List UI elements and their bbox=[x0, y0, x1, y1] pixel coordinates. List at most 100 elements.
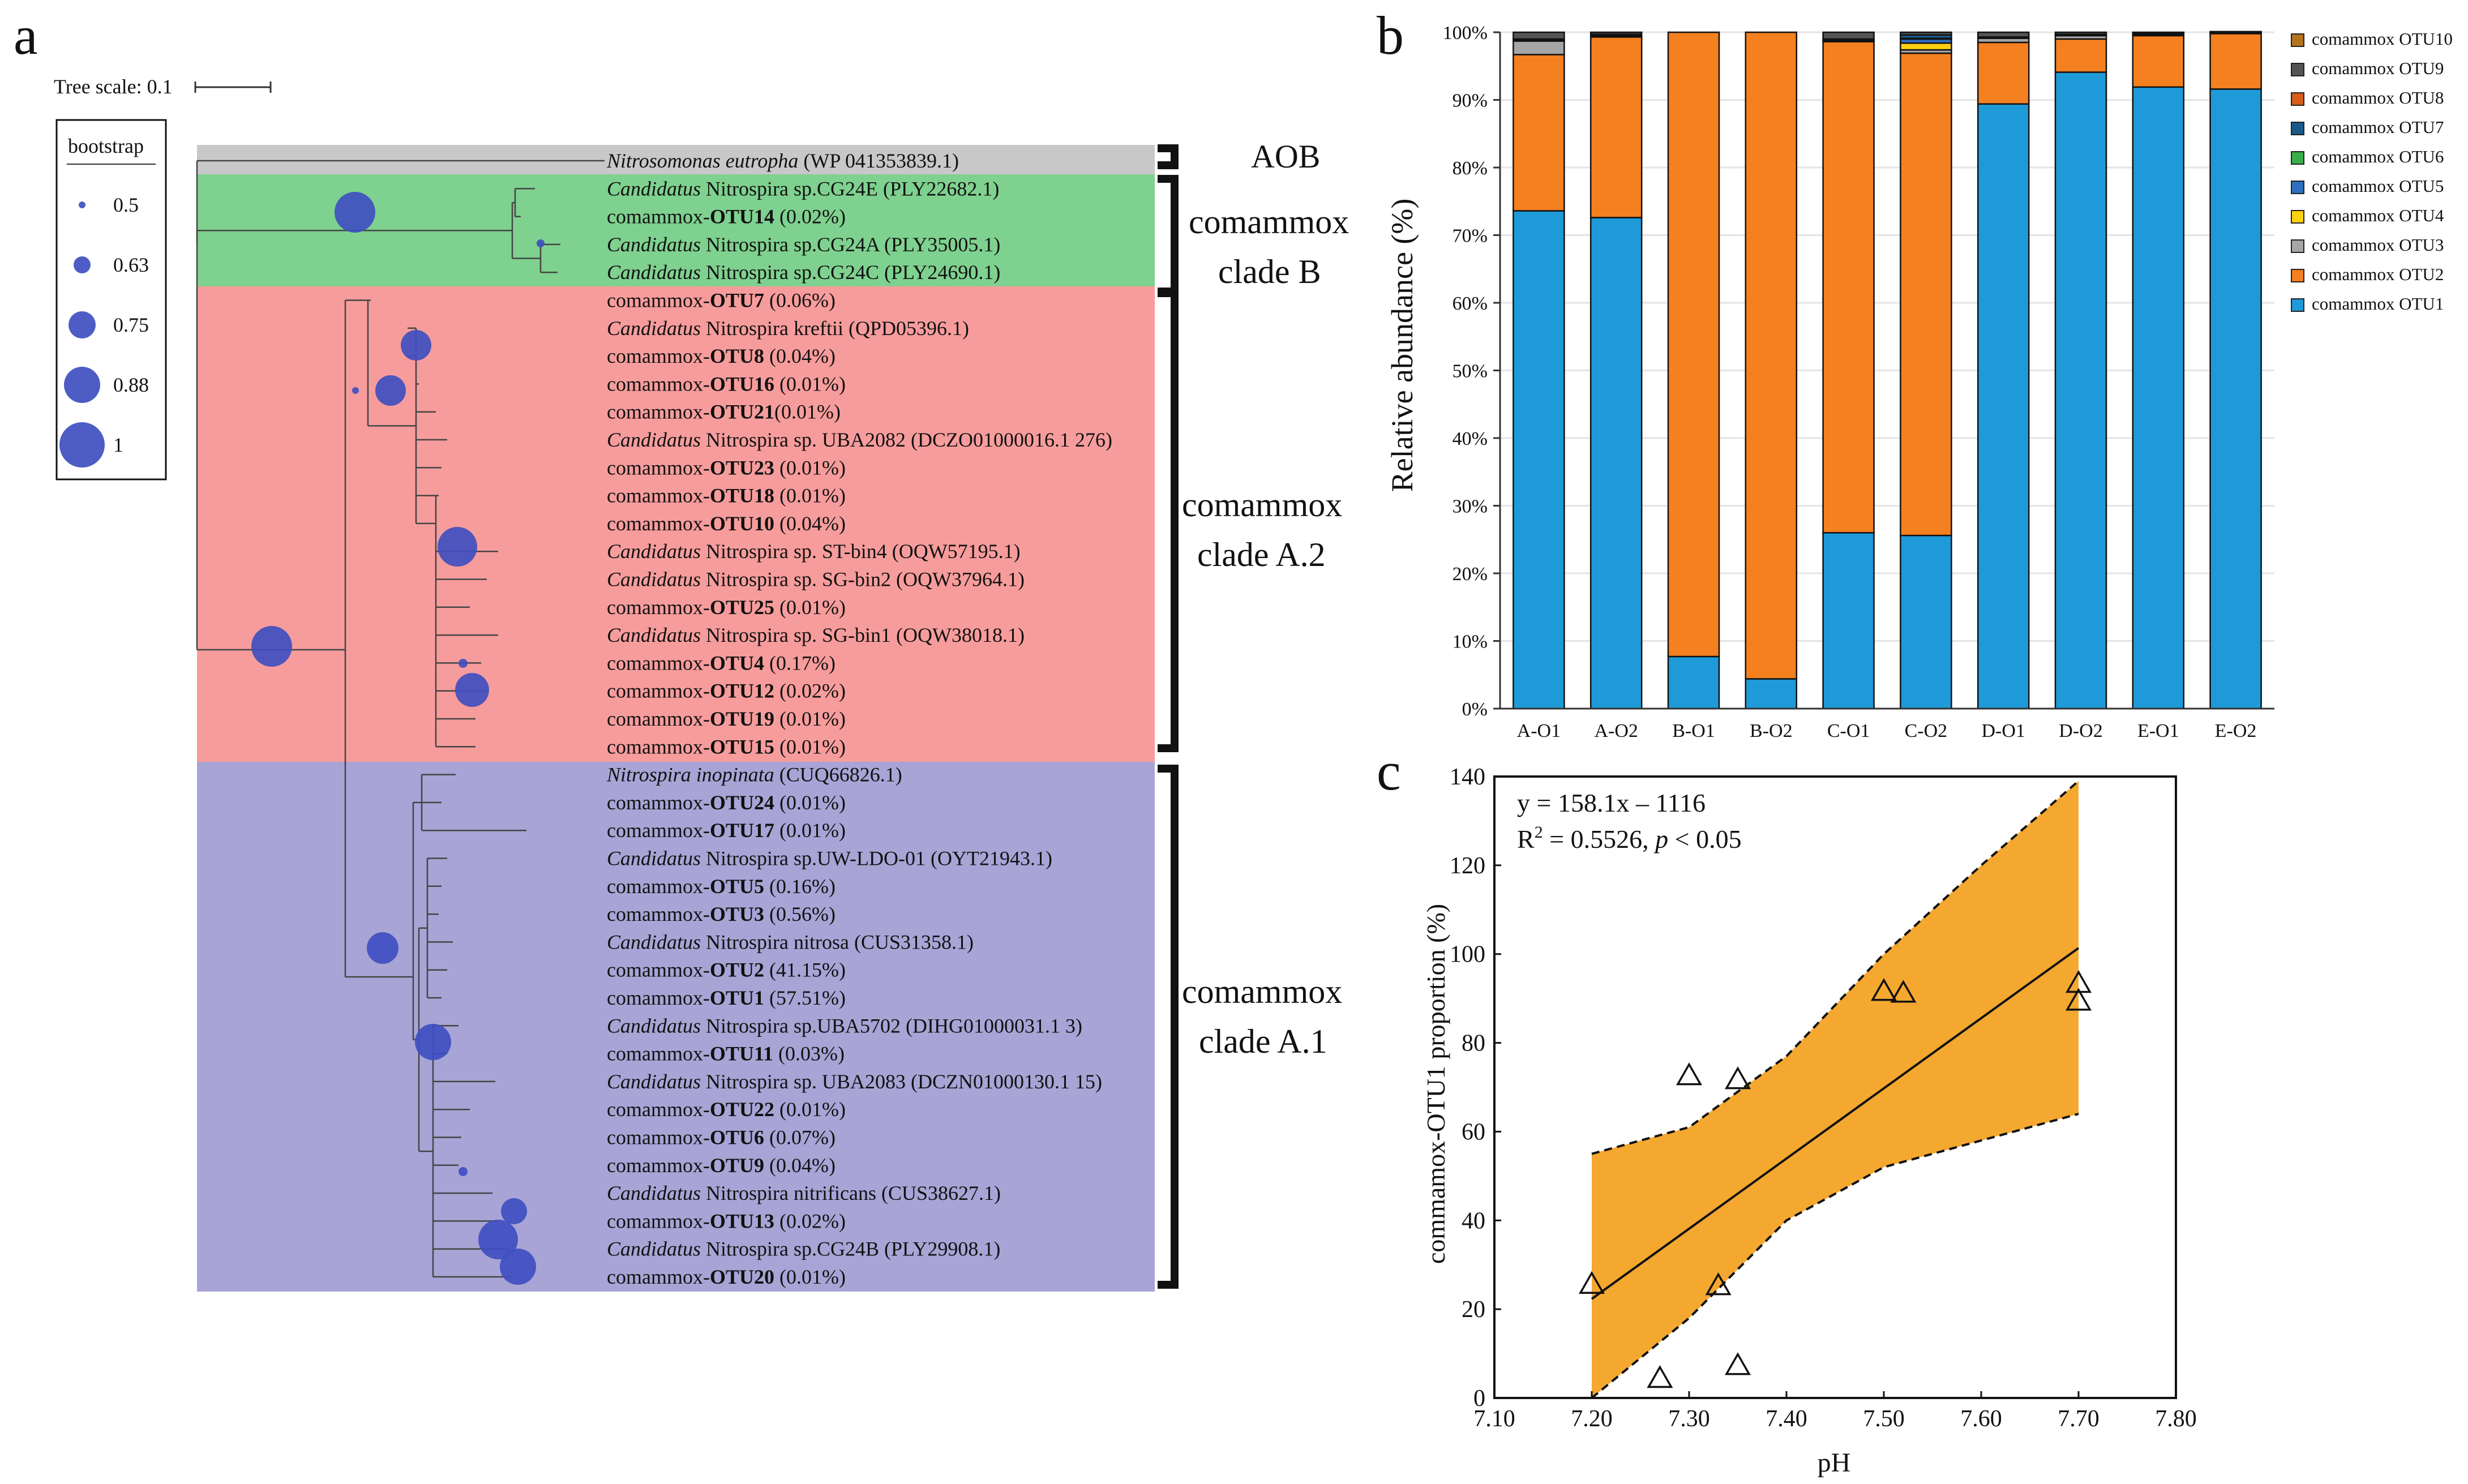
bootstrap-legend-value: 1 bbox=[113, 434, 123, 456]
scatter-point bbox=[1705, 1272, 1732, 1296]
bar-chart-bars bbox=[1512, 31, 2262, 710]
bar-segment bbox=[1512, 31, 1565, 40]
bar-segment bbox=[1667, 31, 1720, 658]
bootstrap-legend-value: 0.5 bbox=[113, 194, 139, 216]
panel-label-a: a bbox=[14, 5, 38, 66]
bootstrap-node bbox=[251, 626, 292, 667]
clade-a1-label-2: clade A.1 bbox=[1199, 1023, 1327, 1060]
bootstrap-legend-circle bbox=[59, 422, 105, 467]
bootstrap-legend-value: 0.63 bbox=[113, 254, 149, 276]
clade-a2-label-2: clade A.2 bbox=[1197, 536, 1326, 573]
bar-segment bbox=[2209, 88, 2262, 710]
bar-segment bbox=[2132, 35, 2185, 88]
tree-tip-label: Candidatus Nitrospira sp. UBA2083 (DCZN0… bbox=[607, 1070, 1102, 1093]
scatter-ytick-label: 60 bbox=[1462, 1119, 1485, 1145]
bar-chart-ytick-label: 50% bbox=[1452, 361, 1488, 382]
bar-segment bbox=[1900, 534, 1952, 710]
bootstrap-legend-title: bootstrap bbox=[68, 135, 144, 157]
bootstrap-legend-items: 0.5 0.63 0.75 0.88 1 bbox=[59, 194, 149, 467]
bootstrap-node bbox=[352, 387, 359, 394]
bar-chart-legend-swatch bbox=[2291, 181, 2304, 194]
tree-tip-label: comammox-OTU19 (0.01%) bbox=[607, 707, 846, 730]
tree-tip-label: comammox-OTU18 (0.01%) bbox=[607, 484, 846, 507]
scatter-point bbox=[1578, 1271, 1605, 1294]
bootstrap-legend-circle bbox=[74, 256, 91, 273]
bar-segment bbox=[1745, 31, 1798, 680]
tree-tip-label: comammox-OTU21(0.01%) bbox=[607, 401, 841, 423]
bar-segment bbox=[2054, 31, 2107, 35]
bootstrap-node bbox=[367, 932, 399, 964]
bar-chart-xtick-label: A-O1 bbox=[1517, 720, 1561, 741]
scatter-point bbox=[1647, 1365, 1673, 1388]
clade-a2-band bbox=[197, 286, 1155, 762]
bar-chart-ytick-label: 90% bbox=[1452, 91, 1488, 111]
bar-chart-xtick-label: B-O2 bbox=[1750, 720, 1793, 741]
bootstrap-node bbox=[375, 375, 406, 406]
bar-chart-legend: comammox OTU10 comammox OTU9 comammox OTU8… bbox=[2291, 29, 2453, 314]
bar-chart-ytick-label: 100% bbox=[1443, 23, 1488, 44]
clade-a1-bracket bbox=[1158, 765, 1179, 1289]
tree-tip-label: Candidatus Nitrospira sp. UBA2082 (DCZO0… bbox=[607, 428, 1112, 451]
bar-segment bbox=[1745, 678, 1798, 710]
bar-chart-legend-label: comammox OTU6 bbox=[2312, 147, 2444, 166]
bar-chart-legend-label: comammox OTU10 bbox=[2312, 29, 2453, 49]
bar-segment bbox=[1977, 41, 2030, 105]
bar-segment bbox=[1900, 42, 1952, 51]
tree-tip-label: comammox-OTU7 (0.06%) bbox=[607, 289, 835, 312]
bar-chart-xtick-label: C-O1 bbox=[1827, 720, 1870, 741]
regression-equation: y = 158.1x – 1116 bbox=[1517, 788, 1706, 817]
tree-tip-label: comammox-OTU24 (0.01%) bbox=[607, 791, 846, 814]
bootstrap-node bbox=[537, 239, 545, 247]
tree-tip-label: Candidatus Nitrospira sp. ST-bin4 (OQW57… bbox=[607, 540, 1021, 563]
scatter-ytick-label: 80 bbox=[1462, 1031, 1485, 1057]
aob-band bbox=[197, 145, 1155, 174]
scatter-xtick-label: 7.70 bbox=[2058, 1406, 2099, 1432]
bar-chart-legend-swatch bbox=[2291, 269, 2304, 282]
bar-segment bbox=[1822, 31, 1875, 40]
bar-chart-legend-label: comammox OTU1 bbox=[2312, 294, 2444, 314]
tree-tip-label: comammox-OTU17 (0.01%) bbox=[607, 819, 846, 842]
tree-tip-label: comammox-OTU6 (0.07%) bbox=[607, 1126, 835, 1149]
tree-tip-label: Candidatus Nitrospira nitrificans (CUS38… bbox=[607, 1182, 1001, 1204]
tree-tip-label: comammox-OTU1 (57.51%) bbox=[607, 987, 846, 1009]
bar-chart-axes: 0% 10% 20% 30% 40% 50% 60% 70% 80% 90% 100% A-O1 A-O… bbox=[1443, 23, 2274, 741]
bootstrap-node bbox=[500, 1249, 536, 1285]
bar-chart-legend-label: comammox OTU7 bbox=[2312, 117, 2444, 137]
tree-tip-label: comammox-OTU25 (0.01%) bbox=[607, 596, 846, 619]
bar-segment bbox=[1822, 41, 1875, 534]
scatter-xtick-label: 7.50 bbox=[1863, 1406, 1905, 1432]
scatter-xtick-label: 7.10 bbox=[1473, 1406, 1515, 1432]
bar-chart-legend-label: comammox OTU9 bbox=[2312, 58, 2444, 78]
bar-segment bbox=[1589, 36, 1643, 218]
tree-tip-label: comammox-OTU15 (0.01%) bbox=[607, 735, 846, 758]
scatter-points bbox=[1578, 970, 2092, 1388]
bootstrap-legend-circle bbox=[79, 201, 85, 208]
bar-segment bbox=[1667, 655, 1720, 710]
scatter-xtick-label: 7.80 bbox=[2155, 1406, 2197, 1432]
bootstrap-node bbox=[501, 1198, 527, 1224]
clade-brackets bbox=[1158, 144, 1179, 1289]
tree-tip-label: Candidatus Nitrospira sp. SG-bin2 (OQW37… bbox=[607, 568, 1025, 591]
clade-b-label-2: clade B bbox=[1218, 253, 1321, 290]
tree-tip-label: comammox-OTU13 (0.02%) bbox=[607, 1209, 846, 1232]
bar-chart-legend-swatch bbox=[2291, 298, 2304, 312]
tree-tip-label: comammox-OTU2 (41.15%) bbox=[607, 959, 846, 981]
scatter-point bbox=[2065, 988, 2092, 1011]
tree-tip-label: comammox-OTU5 (0.16%) bbox=[607, 875, 835, 898]
scatter-point bbox=[1724, 1352, 1751, 1375]
regression-stats: R2 = 0.5526, p < 0.05 bbox=[1517, 823, 1742, 853]
scatter-point bbox=[1724, 1066, 1751, 1090]
bar-chart-xtick-label: E-O1 bbox=[2137, 720, 2179, 741]
tree-tip-label: comammox-OTU3 (0.56%) bbox=[607, 903, 835, 925]
bar-chart-ytick-label: 20% bbox=[1452, 564, 1488, 585]
bar-chart-legend-swatch bbox=[2291, 122, 2304, 135]
tree-tip-label: comammox-OTU22 (0.01%) bbox=[607, 1098, 846, 1121]
scatter-ytick-label: 40 bbox=[1462, 1208, 1485, 1234]
scatter-ylabel: commamox-OTU1 proportion (%) bbox=[1421, 904, 1450, 1264]
bootstrap-node bbox=[415, 1024, 451, 1060]
bootstrap-node bbox=[455, 673, 489, 707]
bar-segment bbox=[1977, 103, 2030, 710]
tree-tip-label: comammox-OTU16 (0.01%) bbox=[607, 372, 846, 395]
bar-segment bbox=[1589, 31, 1643, 35]
bootstrap-node bbox=[335, 192, 375, 233]
